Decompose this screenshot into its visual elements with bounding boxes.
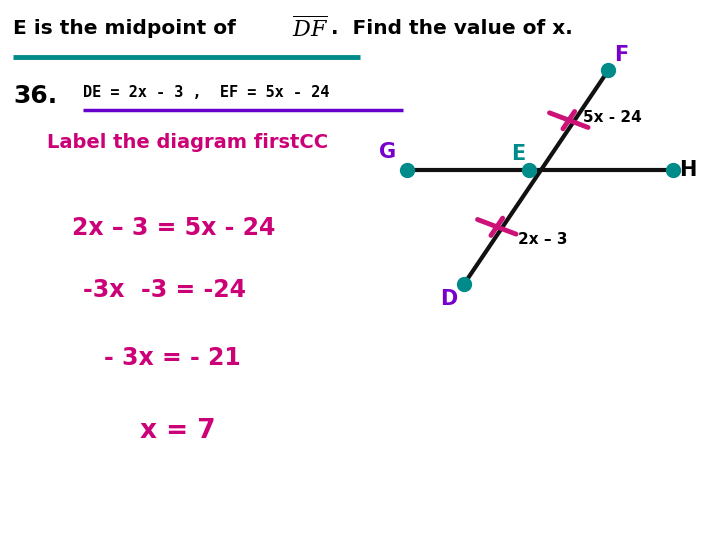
- Text: 36.: 36.: [13, 84, 57, 107]
- Text: E is the midpoint of: E is the midpoint of: [13, 19, 236, 38]
- Point: [523, 166, 535, 174]
- Text: $\overline{DF}$: $\overline{DF}$: [292, 16, 328, 42]
- Point: [667, 166, 679, 174]
- Text: H: H: [679, 160, 696, 180]
- Text: 2x – 3: 2x – 3: [518, 232, 568, 247]
- Text: G: G: [379, 142, 396, 162]
- Text: 5x - 24: 5x - 24: [583, 110, 642, 125]
- Text: F: F: [614, 45, 629, 65]
- Text: - 3x = - 21: - 3x = - 21: [104, 346, 241, 369]
- Text: D: D: [440, 289, 457, 309]
- Point: [401, 166, 413, 174]
- Point: [603, 66, 614, 75]
- Text: .  Find the value of x.: . Find the value of x.: [331, 19, 573, 38]
- Text: Label the diagram firstCC: Label the diagram firstCC: [47, 133, 328, 152]
- Text: DE = 2x - 3 ,  EF = 5x - 24: DE = 2x - 3 , EF = 5x - 24: [83, 85, 329, 100]
- Text: -3x  -3 = -24: -3x -3 = -24: [83, 278, 246, 302]
- Text: 2x – 3 = 5x - 24: 2x – 3 = 5x - 24: [72, 216, 275, 240]
- Text: E: E: [511, 144, 526, 164]
- Text: x = 7: x = 7: [140, 418, 216, 444]
- Point: [459, 279, 470, 288]
